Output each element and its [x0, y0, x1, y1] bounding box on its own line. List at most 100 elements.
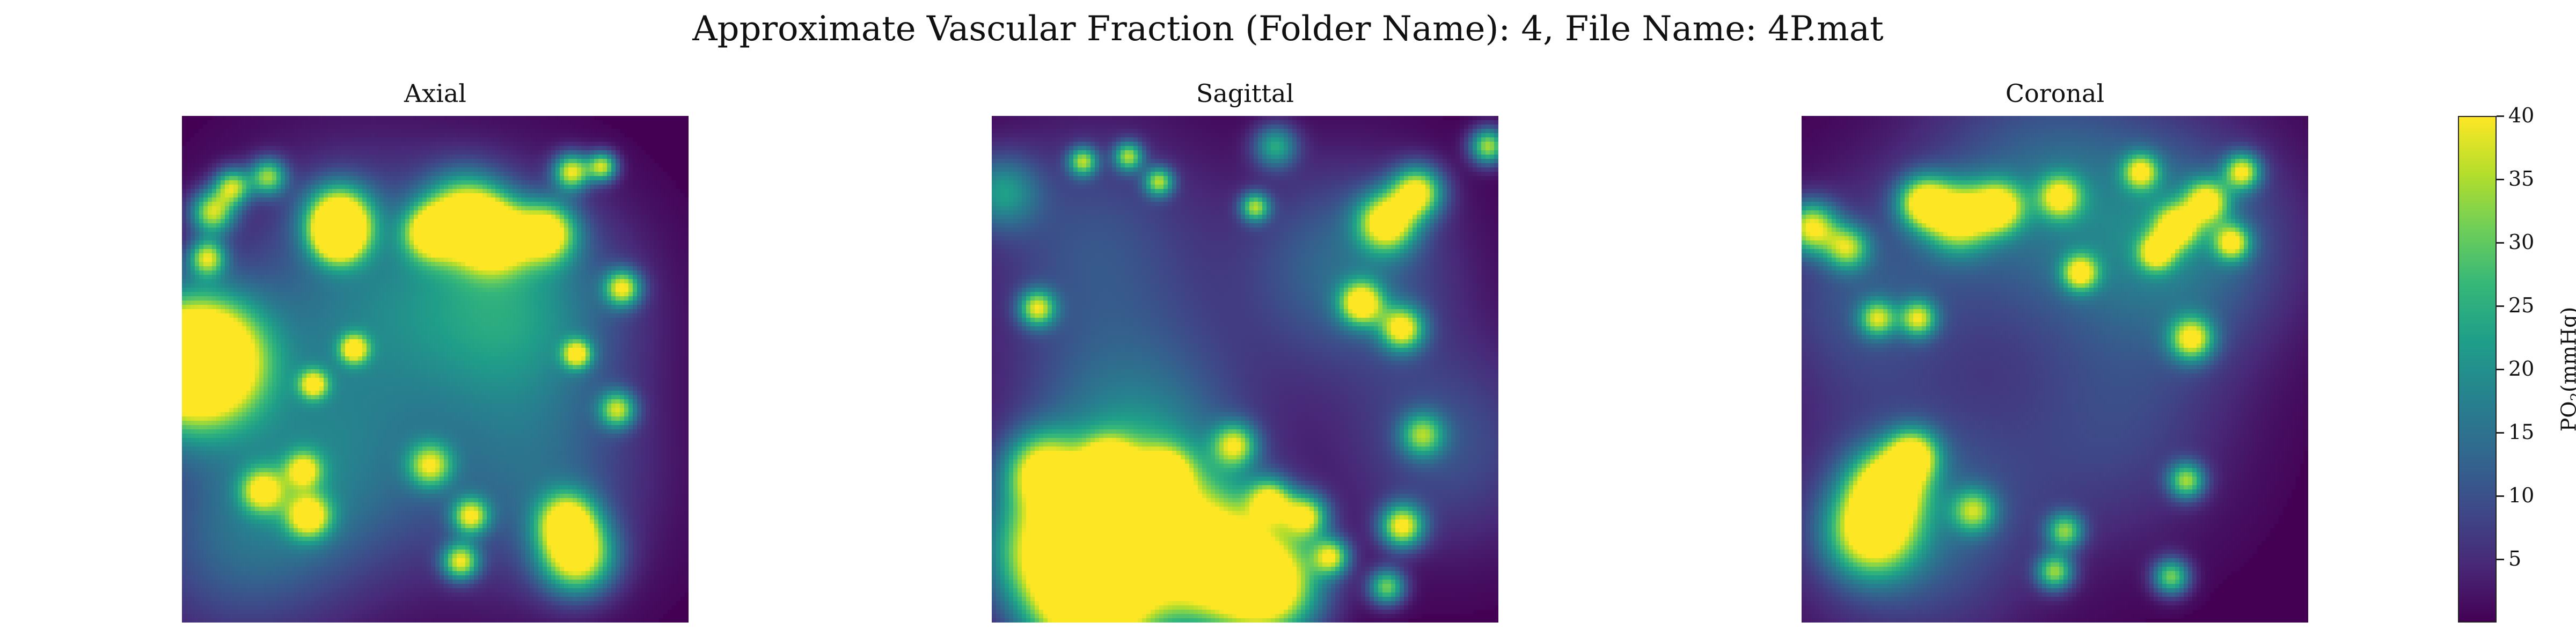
- heatmap-cell: [538, 219, 543, 224]
- heatmap-cell: [388, 275, 393, 280]
- heatmap-cell: [568, 116, 573, 121]
- heatmap-cell: [285, 228, 290, 232]
- heatmap-cell: [199, 262, 204, 267]
- heatmap-cell: [461, 176, 466, 181]
- heatmap-cell: [182, 163, 187, 168]
- heatmap-cell: [208, 125, 213, 129]
- heatmap-cell: [564, 215, 569, 219]
- heatmap-cell: [560, 176, 565, 181]
- heatmap-cell: [555, 228, 560, 232]
- heatmap-cell: [465, 262, 470, 267]
- heatmap-cell: [246, 270, 251, 275]
- heatmap-cell: [684, 202, 689, 207]
- heatmap-cell: [358, 176, 363, 181]
- heatmap-cell: [517, 292, 522, 297]
- heatmap-cell: [233, 133, 238, 138]
- heatmap-cell: [229, 159, 234, 164]
- heatmap-cell: [427, 137, 431, 142]
- heatmap-cell: [431, 137, 436, 142]
- heatmap-cell: [495, 296, 500, 301]
- heatmap-cell: [242, 219, 247, 224]
- heatmap-cell: [367, 120, 371, 125]
- heatmap-cell: [332, 202, 337, 207]
- heatmap-cell: [225, 279, 230, 284]
- heatmap-cell: [581, 249, 586, 254]
- heatmap-cell: [543, 146, 547, 151]
- heatmap-cell: [388, 296, 393, 301]
- heatmap-cell: [409, 275, 414, 280]
- heatmap-cell: [521, 120, 526, 125]
- heatmap-cell: [311, 150, 316, 155]
- heatmap-cell: [242, 236, 247, 241]
- heatmap-cell: [255, 240, 260, 245]
- heatmap-cell: [530, 180, 535, 185]
- heatmap-cell: [470, 301, 474, 305]
- heatmap-cell: [221, 228, 225, 232]
- heatmap-cell: [663, 219, 668, 224]
- heatmap-cell: [311, 120, 316, 125]
- heatmap-cell: [525, 185, 530, 189]
- heatmap-cell: [611, 197, 616, 202]
- heatmap-cell: [590, 176, 595, 181]
- heatmap-cell: [624, 270, 629, 275]
- heatmap-cell: [452, 189, 457, 194]
- heatmap-cell: [332, 288, 337, 292]
- heatmap-cell: [628, 223, 633, 228]
- heatmap-cell: [581, 215, 586, 219]
- heatmap-cell: [285, 133, 290, 138]
- heatmap-cell: [345, 232, 350, 237]
- heatmap-cell: [294, 296, 298, 301]
- heatmap-cell: [491, 223, 496, 228]
- heatmap-cell: [603, 296, 608, 301]
- heatmap-cell: [367, 189, 371, 194]
- heatmap-cell: [246, 159, 251, 164]
- heatmap-cell: [345, 288, 350, 292]
- heatmap-cell: [586, 137, 590, 142]
- heatmap-cell: [616, 193, 620, 198]
- heatmap-cell: [628, 232, 633, 237]
- heatmap-cell: [440, 223, 444, 228]
- heatmap-cell: [349, 159, 354, 164]
- heatmap-cell: [555, 125, 560, 129]
- heatmap-cell: [324, 125, 328, 129]
- heatmap-cell: [336, 258, 341, 262]
- heatmap-cell: [182, 288, 187, 292]
- heatmap-cell: [246, 189, 251, 194]
- heatmap-cell: [414, 159, 419, 164]
- heatmap-cell: [397, 142, 401, 147]
- heatmap-cell: [427, 142, 431, 147]
- heatmap-cell: [289, 249, 294, 254]
- heatmap-cell: [367, 202, 371, 207]
- heatmap-cell: [530, 236, 535, 241]
- heatmap-cell: [474, 270, 479, 275]
- heatmap-cell: [564, 125, 569, 129]
- heatmap-cell: [203, 275, 208, 280]
- heatmap-cell: [603, 283, 608, 288]
- heatmap-cell: [568, 133, 573, 138]
- heatmap-cell: [225, 292, 230, 297]
- heatmap-cell: [375, 163, 380, 168]
- heatmap-cell: [238, 202, 243, 207]
- heatmap-cell: [684, 296, 689, 301]
- heatmap-cell: [225, 258, 230, 262]
- heatmap-cell: [354, 223, 358, 228]
- heatmap-cell: [620, 137, 625, 142]
- heatmap-cell: [191, 236, 195, 241]
- heatmap-cell: [624, 253, 629, 258]
- heatmap-cell: [598, 185, 603, 189]
- heatmap-cell: [431, 180, 436, 185]
- heatmap-cell: [431, 292, 436, 297]
- heatmap-cell: [547, 292, 552, 297]
- heatmap-cell: [264, 279, 268, 284]
- heatmap-cell: [233, 245, 238, 250]
- heatmap-cell: [324, 215, 328, 219]
- heatmap-cell: [225, 301, 230, 305]
- heatmap-cell: [186, 172, 191, 177]
- heatmap-cell: [590, 210, 595, 215]
- heatmap-cell: [431, 279, 436, 284]
- heatmap-cell: [384, 180, 389, 185]
- heatmap-cell: [508, 172, 513, 177]
- heatmap-cell: [182, 253, 187, 258]
- heatmap-cell: [405, 245, 410, 250]
- heatmap-cell: [427, 129, 431, 134]
